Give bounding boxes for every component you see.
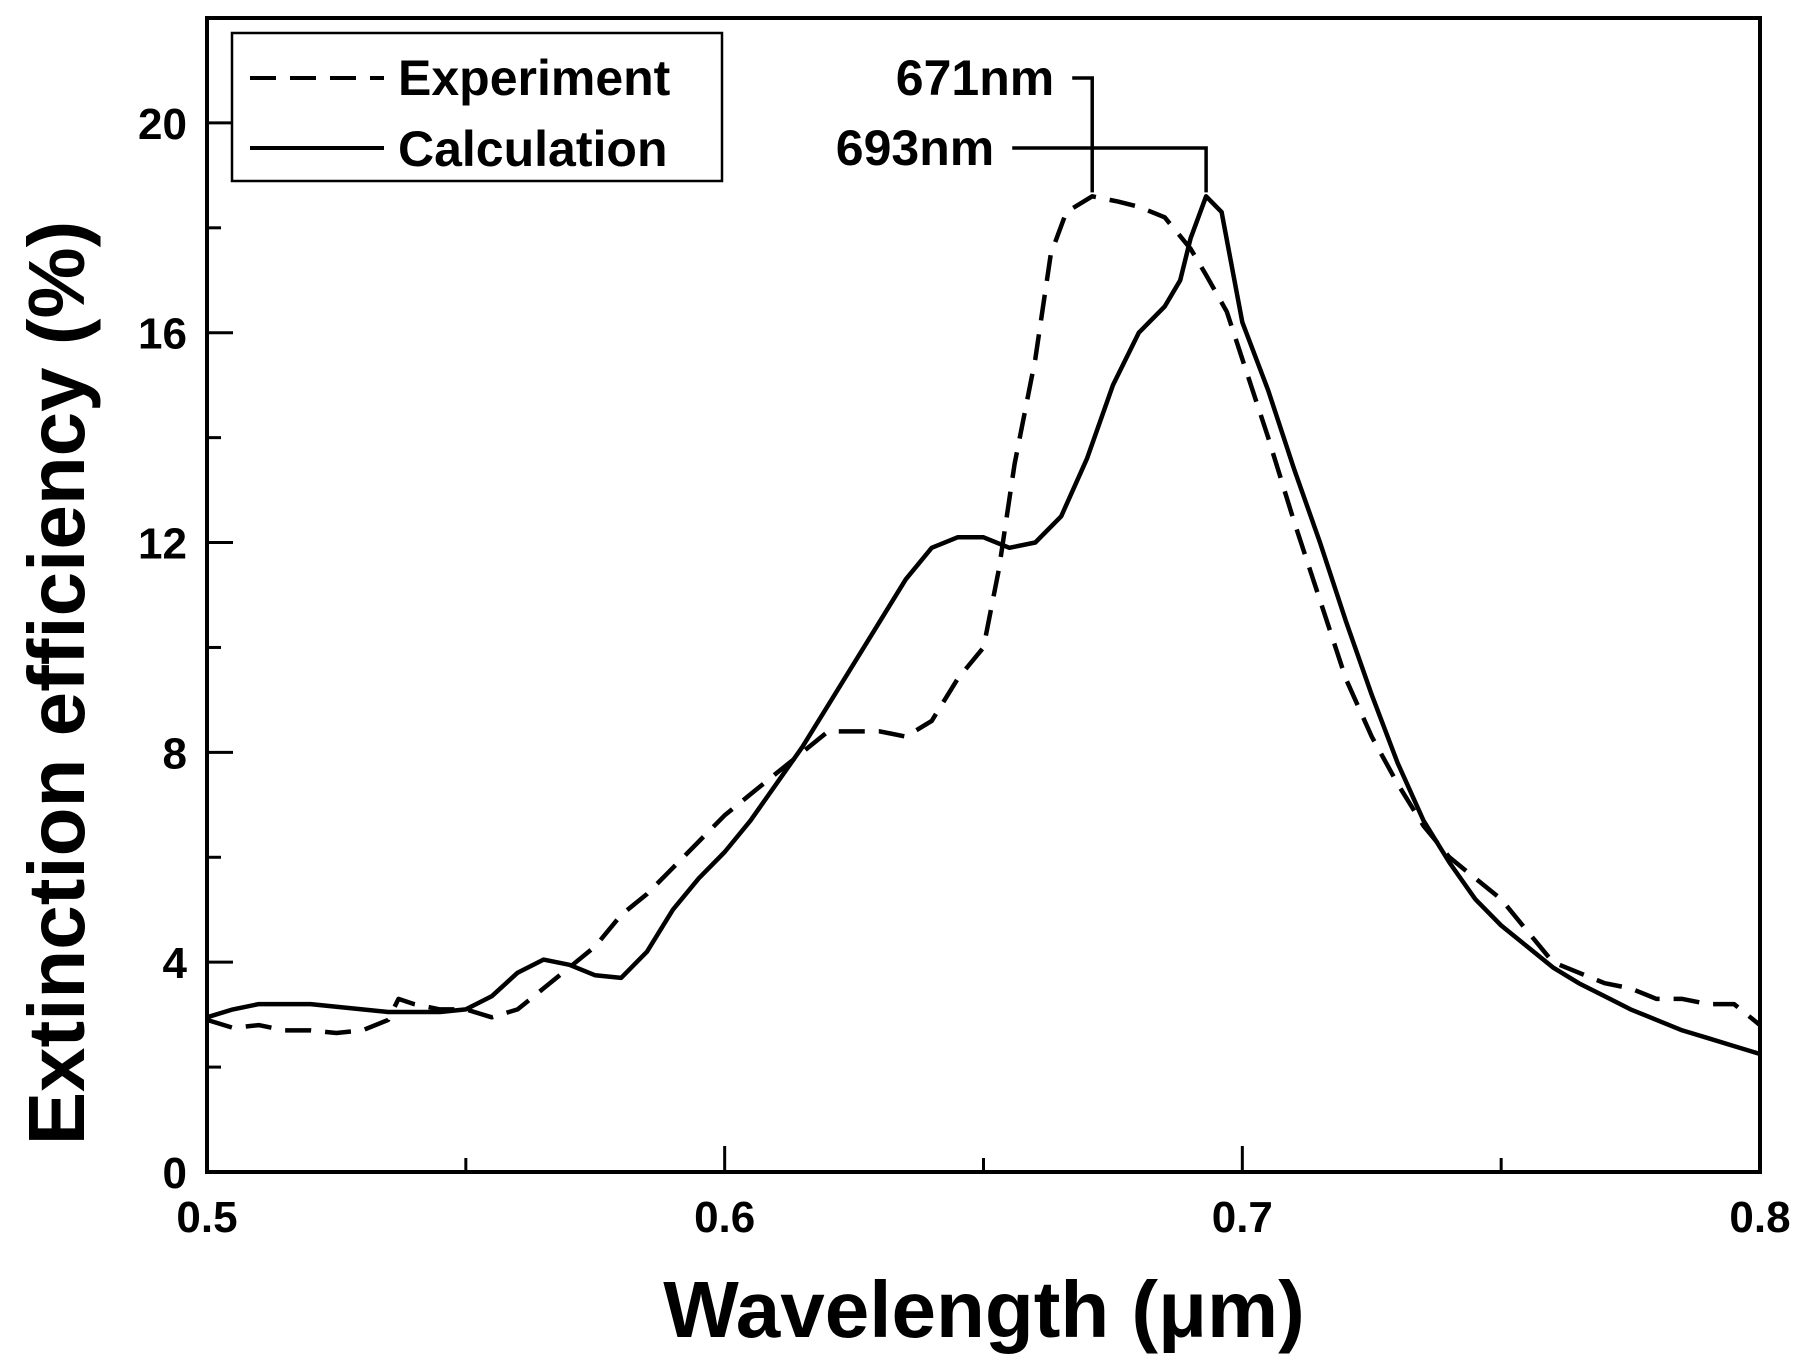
series-line-experiment [206,194,1762,1036]
annotation-bracket-693 [1012,146,1208,193]
x-axis-title: Wavelength (μm) [663,1265,1305,1354]
annotation-label-671: 671nm [896,50,1054,106]
legend: Experiment Calculation [230,31,724,183]
peak-annotations: 671nm 693nm [836,50,1208,193]
annotation-label-693: 693nm [836,120,994,176]
y-tick-label: 12 [138,520,187,569]
legend-box [230,31,724,183]
y-tick-label: 0 [163,1149,187,1198]
y-axis-title: Extinction efficiency (%) [12,221,101,1146]
axis-tick-labels: 0.5 0.6 0.7 0.8 0 4 8 12 16 20 [138,100,1791,1242]
series-layer [206,194,1762,1057]
x-tick-label: 0.8 [1729,1193,1790,1242]
plot-frame [205,16,1762,1174]
axis-ticks [205,121,1762,1174]
x-tick-label: 0.6 [694,1193,755,1242]
x-tick-label: 0.5 [176,1193,237,1242]
legend-label-experiment: Experiment [398,50,671,106]
legend-label-calculation: Calculation [398,121,667,177]
y-tick-label: 16 [138,310,187,359]
x-tick-label: 0.7 [1212,1193,1273,1242]
annotation-bracket-671 [1072,76,1094,193]
y-tick-label: 4 [163,939,188,988]
y-tick-label: 20 [138,100,187,149]
y-tick-label: 8 [163,729,187,778]
series-line-calculation [206,194,1761,1057]
